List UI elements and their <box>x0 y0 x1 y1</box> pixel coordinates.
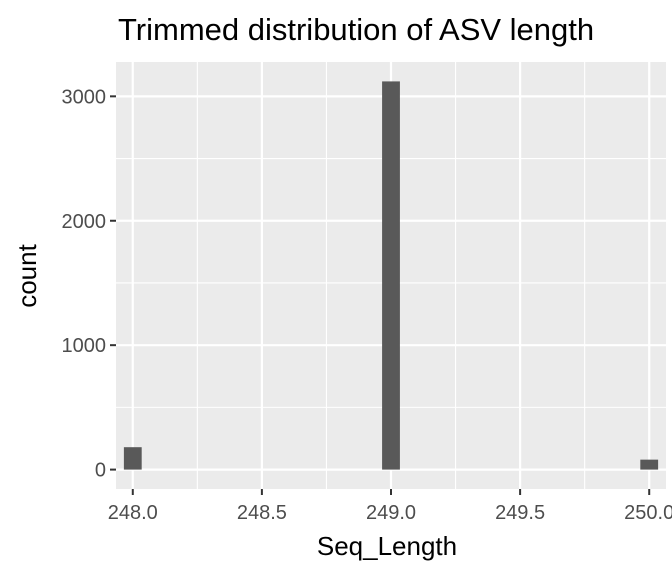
x-tick-label: 248.0 <box>108 502 158 524</box>
bars <box>123 81 659 470</box>
x-tick-label: 249.5 <box>495 502 545 524</box>
x-tick-label: 250.0 <box>624 502 672 524</box>
chart-title: Trimmed distribution of ASV length <box>118 12 594 47</box>
x-axis-title: Seq_Length <box>317 531 457 561</box>
y-tick-label: 3000 <box>62 86 107 108</box>
histogram-bar <box>382 81 400 470</box>
y-axis: 0 1000 2000 3000 <box>62 86 116 482</box>
x-axis: 248.0 248.5 249.0 249.5 250.0 <box>108 489 672 524</box>
x-tick-label: 248.5 <box>237 502 287 524</box>
y-tick-label: 0 <box>95 460 106 482</box>
y-tick-label: 1000 <box>62 335 107 357</box>
histogram-bar <box>123 447 142 470</box>
y-tick-label: 2000 <box>62 211 107 233</box>
x-tick-label: 249.0 <box>366 502 416 524</box>
histogram-bar <box>640 459 659 470</box>
y-axis-title: count <box>12 243 42 307</box>
